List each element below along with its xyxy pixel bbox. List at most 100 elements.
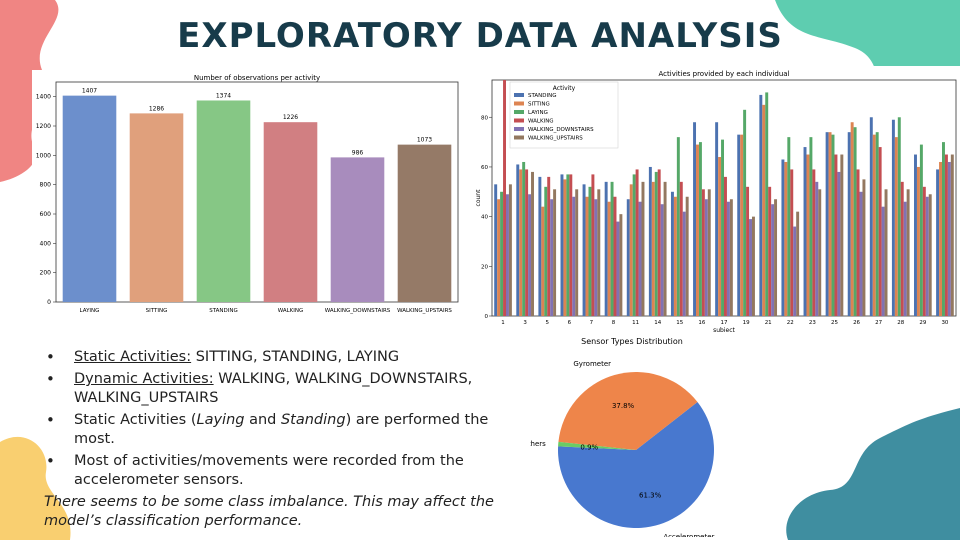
finding-text: Static Activities (: [74, 412, 197, 428]
bar: [762, 104, 766, 316]
bar: [594, 199, 598, 316]
bar: [660, 204, 664, 316]
bar: [916, 166, 920, 316]
bar: [563, 179, 567, 316]
slice-name-label: Others: [530, 440, 546, 448]
sensor-types-chart: Sensor Types Distribution 61.3% Accelerome…: [522, 332, 770, 540]
bar: [715, 122, 719, 316]
bar: [654, 171, 658, 316]
bar: [635, 169, 639, 316]
legend-box: [509, 81, 619, 149]
bar: [721, 139, 724, 316]
slice-percent-label: 61.3%: [639, 492, 662, 500]
bar: [263, 122, 318, 302]
bar: [771, 204, 775, 316]
legend-swatch: [514, 118, 524, 123]
bar: [950, 154, 954, 316]
legend-swatch: [514, 135, 524, 140]
bar: [784, 161, 788, 316]
bar: [505, 194, 509, 316]
finding-emphasis: Standing: [280, 412, 346, 428]
bar: [508, 184, 512, 316]
bar: [62, 95, 117, 302]
activity-count-chart-svg: Number of observations per activity 0 200 4…: [36, 74, 459, 314]
bar: [947, 161, 951, 316]
x-tick-label: 26: [853, 320, 860, 326]
legend-item-label: WALKING_DOWNSTAIRS: [528, 127, 594, 133]
bar: [825, 132, 829, 316]
bar: [919, 144, 923, 316]
bar: [884, 189, 888, 316]
y-tick-label: 600: [40, 211, 52, 218]
bar: [604, 181, 608, 316]
bar: [815, 181, 819, 316]
bar: [522, 161, 526, 316]
x-tick-label: 16: [698, 320, 705, 326]
bar: [894, 137, 898, 316]
legend-swatch: [514, 110, 524, 114]
bar: [693, 122, 697, 316]
bar: [759, 94, 763, 316]
chart-title: Activities provided by each individual: [658, 70, 789, 78]
data-label: 1407: [82, 88, 97, 95]
bar: [516, 164, 520, 316]
activity-count-chart: Number of observations per activity 0 200 4…: [32, 70, 462, 320]
data-label: 986: [352, 149, 364, 156]
findings-list: Static Activities: SITTING, STANDING, LA…: [44, 348, 514, 490]
x-tick-label: 30: [941, 320, 948, 326]
y-tick-label: 40: [481, 215, 488, 221]
x-tick-label: 25: [831, 320, 838, 326]
bar: [900, 181, 904, 316]
chart-title: Sensor Types Distribution: [581, 337, 683, 346]
finding-dynamic-activities: Dynamic Activities: WALKING, WALKING_DOW…: [46, 370, 514, 408]
bar: [685, 196, 689, 316]
legend-item-label: LAYING: [528, 110, 548, 116]
x-tick-label: 29: [919, 320, 926, 326]
finding-text: WALKING, WALKING_DOWNSTAIRS, WALKING_UPS…: [74, 371, 473, 406]
x-tick-label: WALKING_UPSTAIRS: [397, 308, 452, 314]
sensor-types-chart-svg: Sensor Types Distribution 61.3% Accelerome…: [522, 337, 714, 540]
bar: [740, 134, 744, 316]
bar: [704, 199, 708, 316]
subject-activity-chart: Activities provided by each individual co…: [475, 66, 960, 336]
bar: [790, 169, 794, 316]
bar: [616, 221, 620, 316]
coral-blob-decoration: [0, 0, 59, 182]
bar: [768, 186, 772, 316]
legend-swatch: [514, 93, 524, 97]
x-axis-label: subject: [713, 327, 735, 334]
y-tick-label: 1400: [36, 94, 51, 101]
y-tick-label: 200: [40, 270, 52, 277]
bar: [939, 161, 943, 316]
bar: [629, 184, 633, 316]
y-tick-label: 400: [40, 240, 52, 247]
bar: [494, 184, 498, 316]
bar: [538, 176, 542, 316]
bar: [679, 181, 683, 316]
class-imbalance-note: There seems to be some class imbalance. …: [44, 494, 494, 529]
x-tick-label: 8: [612, 320, 616, 326]
data-label: 1073: [417, 137, 432, 144]
x-tick-label: 27: [875, 320, 882, 326]
slice-percent-label: 0.9%: [580, 443, 598, 451]
bar: [834, 154, 838, 316]
x-tick-label: 6: [568, 320, 572, 326]
legend-swatch: [514, 127, 524, 131]
y-tick-label: 0: [485, 314, 489, 320]
bar: [812, 169, 816, 316]
legend-item-label: STANDING: [528, 93, 557, 99]
bar: [729, 199, 733, 316]
x-tick-label: SITTING: [146, 308, 168, 314]
bar: [878, 147, 882, 316]
bar: [553, 189, 557, 316]
bar: [585, 196, 589, 316]
chart-title: Number of observations per activity: [194, 74, 320, 82]
bar: [607, 201, 611, 316]
x-tick-label: 14: [654, 320, 661, 326]
finding-text: ) are performed the most.: [74, 412, 489, 447]
bar: [774, 199, 778, 316]
bar: [698, 142, 702, 316]
finding-label: Dynamic Activities:: [74, 371, 214, 387]
bar: [749, 219, 752, 316]
finding-emphasis: Laying: [196, 412, 245, 428]
